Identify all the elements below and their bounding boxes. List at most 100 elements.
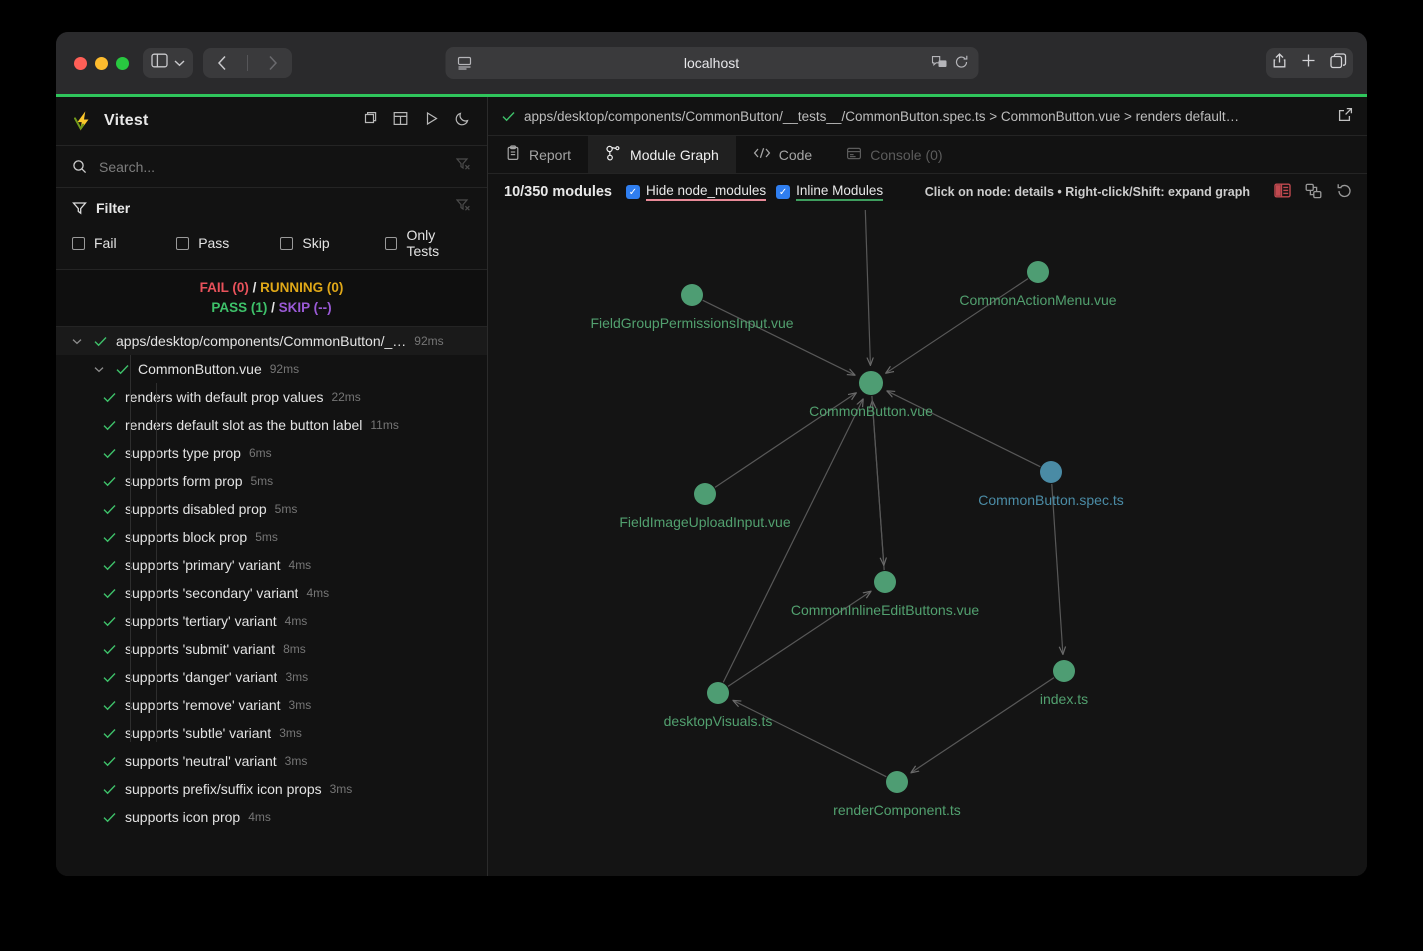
filter-checkbox-pass[interactable]: Pass	[176, 235, 280, 251]
graph-node[interactable]	[874, 571, 896, 593]
check-icon	[502, 111, 515, 122]
tree-item-test[interactable]: supports 'subtle' variant 3ms	[56, 719, 487, 747]
plus-icon[interactable]	[1301, 53, 1316, 73]
search-row[interactable]: Search...	[56, 146, 487, 188]
vitest-header: Vitest	[56, 97, 487, 146]
checkbox-box[interactable]	[176, 236, 190, 250]
tab-code[interactable]: Code	[736, 136, 829, 173]
tree-item-test[interactable]: supports icon prop 4ms	[56, 803, 487, 831]
sidebar-icon[interactable]	[151, 53, 168, 73]
tree-test-rows: renders with default prop values 22ms rend…	[56, 383, 487, 831]
copy-icon[interactable]	[361, 110, 378, 132]
tree-test-duration: 11ms	[370, 418, 399, 433]
checkbox-box[interactable]	[384, 236, 398, 250]
filter-checkbox-skip[interactable]: Skip	[280, 235, 384, 251]
graph-node[interactable]	[707, 682, 729, 704]
dashboard-icon[interactable]	[392, 110, 409, 132]
tree-item-test[interactable]: supports 'neutral' variant 3ms	[56, 747, 487, 775]
option-hide-node-modules[interactable]: ✓ Hide node_modules	[626, 183, 767, 201]
module-graph-canvas[interactable]: CommonActionMenu.vue FieldGroupPermission…	[488, 210, 1367, 876]
graph-node[interactable]	[1053, 660, 1075, 682]
graph-node[interactable]	[694, 483, 716, 505]
forward-button[interactable]	[254, 48, 292, 78]
checkbox-checked-icon[interactable]: ✓	[626, 185, 640, 199]
filter-checkbox-only-tests[interactable]: Only Tests	[384, 227, 471, 259]
translate-icon[interactable]	[931, 55, 947, 72]
tree-test-name: supports 'submit' variant	[125, 641, 276, 658]
graph-node[interactable]	[886, 771, 908, 793]
tree-test-name: supports 'primary' variant	[125, 557, 281, 574]
tree-test-name: supports prefix/suffix icon props	[125, 781, 322, 798]
share-icon[interactable]	[1272, 52, 1287, 74]
tree-test-name: supports 'neutral' variant	[125, 753, 277, 770]
moon-icon[interactable]	[454, 110, 471, 132]
tree-item-test[interactable]: supports 'submit' variant 8ms	[56, 635, 487, 663]
tree-item-file[interactable]: apps/desktop/components/CommonButton/_… …	[56, 327, 487, 356]
tab-module-graph[interactable]: Module Graph	[588, 136, 736, 173]
expand-graph-icon[interactable]	[1305, 183, 1322, 202]
chevron-down-icon[interactable]	[70, 338, 84, 345]
minimize-window-button[interactable]	[95, 56, 108, 70]
panel-layout-icon[interactable]	[1274, 183, 1291, 201]
address-bar[interactable]: localhost	[445, 47, 978, 79]
tab-label-report: Report	[529, 146, 572, 163]
tree-item-test[interactable]: supports 'secondary' variant 4ms	[56, 579, 487, 607]
breadcrumb: apps/desktop/components/CommonButton/__t…	[488, 97, 1367, 136]
tree-item-test[interactable]: renders with default prop values 22ms	[56, 383, 487, 411]
tab-report[interactable]: Report	[488, 136, 588, 173]
graph-hint-text: Click on node: details • Right-click/Shi…	[924, 185, 1250, 199]
back-button[interactable]	[203, 48, 241, 78]
tree-item-test[interactable]: supports 'danger' variant 3ms	[56, 663, 487, 691]
tree-test-name: supports 'remove' variant	[125, 697, 281, 714]
maximize-window-button[interactable]	[116, 56, 129, 70]
chevron-down-icon[interactable]	[92, 366, 106, 373]
status-pass-icon	[103, 728, 116, 739]
chevron-down-icon[interactable]	[174, 54, 185, 72]
module-graph-edges	[702, 210, 1367, 778]
tree-test-duration: 5ms	[274, 502, 298, 517]
tree-item-test[interactable]: supports type prop 6ms	[56, 439, 487, 467]
status-pass-icon	[94, 336, 107, 347]
tree-item-test[interactable]: supports disabled prop 5ms	[56, 495, 487, 523]
reload-icon[interactable]	[954, 55, 968, 72]
option-inline-modules[interactable]: ✓ Inline Modules	[776, 183, 884, 201]
graph-node[interactable]	[681, 284, 703, 306]
graph-edge	[871, 395, 884, 565]
tree-item-test[interactable]: supports 'tertiary' variant 4ms	[56, 607, 487, 635]
graph-node-label: FieldGroupPermissionsInput.vue	[590, 315, 794, 331]
status-pass-icon	[103, 504, 116, 515]
sidebar-toggle-group[interactable]	[143, 48, 193, 78]
open-external-icon[interactable]	[1338, 107, 1353, 125]
graph-node[interactable]	[859, 371, 883, 395]
run-icon[interactable]	[423, 110, 440, 132]
filter-checkbox-fail[interactable]: Fail	[72, 235, 176, 251]
reset-icon[interactable]	[1336, 183, 1353, 202]
tree-item-suite[interactable]: CommonButton.vue 92ms	[56, 355, 487, 383]
graph-node[interactable]	[1027, 261, 1049, 283]
checkbox-box[interactable]	[280, 236, 294, 250]
graph-node[interactable]	[1040, 461, 1062, 483]
tree-test-duration: 4ms	[288, 558, 312, 573]
tree-item-test[interactable]: supports form prop 5ms	[56, 467, 487, 495]
tree-item-test[interactable]: renders default slot as the button label…	[56, 411, 487, 439]
filter-clear-icon[interactable]	[455, 198, 471, 217]
checkbox-box[interactable]	[72, 236, 85, 250]
close-window-button[interactable]	[74, 56, 87, 70]
tab-overview-icon[interactable]	[1330, 52, 1347, 74]
search-input[interactable]: Search...	[99, 158, 156, 175]
tree-item-test[interactable]: supports block prop 5ms	[56, 523, 487, 551]
tree-item-test[interactable]: supports prefix/suffix icon props 3ms	[56, 775, 487, 803]
tab-console[interactable]: Console (0)	[829, 136, 959, 173]
tree-item-test[interactable]: supports 'remove' variant 3ms	[56, 691, 487, 719]
filter-clear-icon[interactable]	[455, 157, 471, 176]
tree-test-duration: 8ms	[283, 642, 306, 657]
breadcrumb-text: apps/desktop/components/CommonButton/__t…	[524, 108, 1240, 124]
checkbox-checked-icon[interactable]: ✓	[776, 185, 791, 199]
tree-item-test[interactable]: supports 'primary' variant 4ms	[56, 551, 487, 579]
browser-titlebar: localhost	[56, 32, 1367, 94]
filter-label-only-tests: Only Tests	[406, 227, 440, 259]
vitest-sidebar: Vitest	[56, 97, 488, 876]
page-format-icon[interactable]	[457, 56, 472, 70]
status-pass-icon	[103, 700, 116, 711]
graph-edge	[714, 393, 856, 488]
